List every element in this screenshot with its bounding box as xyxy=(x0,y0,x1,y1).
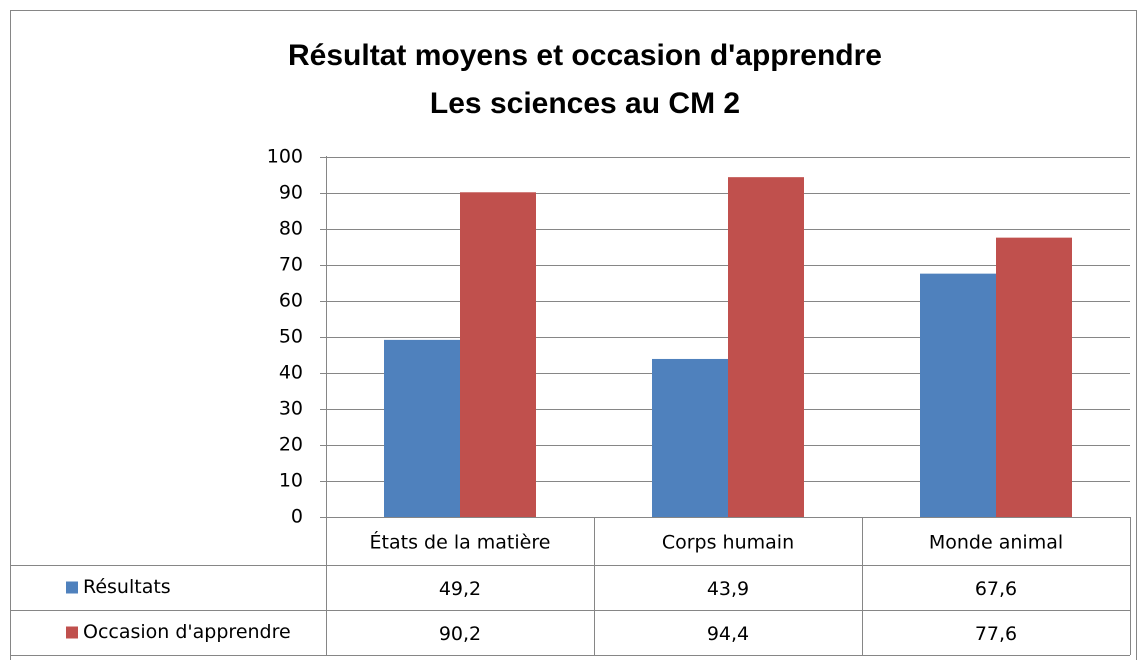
y-tick-label: 60 xyxy=(279,290,303,312)
y-tick-label: 40 xyxy=(279,362,303,384)
table-value: 94,4 xyxy=(707,623,749,645)
y-tick-label: 0 xyxy=(291,506,303,528)
y-tick-label: 30 xyxy=(279,398,303,420)
bar xyxy=(920,273,996,517)
table-value: 90,2 xyxy=(439,623,481,645)
y-tick-label: 10 xyxy=(279,470,303,492)
table-value: 77,6 xyxy=(975,623,1017,645)
y-tick-label: 80 xyxy=(279,218,303,240)
legend-label: Résultats xyxy=(83,576,171,598)
y-tick-label: 70 xyxy=(279,254,303,276)
bar xyxy=(996,237,1072,517)
y-tick-label: 50 xyxy=(279,326,303,348)
bar xyxy=(460,192,536,517)
table-value: 49,2 xyxy=(439,578,481,600)
legend-swatch xyxy=(66,626,78,639)
bar xyxy=(384,339,460,517)
y-tick-label: 100 xyxy=(267,146,303,168)
y-tick-label: 20 xyxy=(279,434,303,456)
chart-title: Résultat moyens et occasion d'apprendre xyxy=(288,39,882,72)
chart-subtitle: Les sciences au CM 2 xyxy=(430,87,740,120)
x-tick-label: États de la matière xyxy=(370,531,551,554)
table-value: 67,6 xyxy=(975,578,1017,600)
y-tick-label: 90 xyxy=(279,182,303,204)
table-value: 43,9 xyxy=(707,578,749,600)
legend-label: Occasion d'apprendre xyxy=(83,621,291,643)
bar xyxy=(728,177,804,517)
bar xyxy=(652,358,728,517)
legend-swatch xyxy=(66,581,78,594)
x-tick-label: Monde animal xyxy=(929,532,1063,554)
x-tick-label: Corps humain xyxy=(662,532,794,554)
